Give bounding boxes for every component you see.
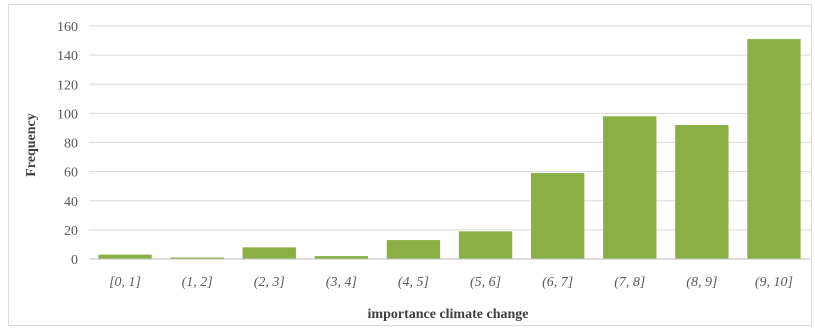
bar — [314, 256, 369, 259]
x-tick-label: [0, 1] — [109, 275, 141, 290]
bar — [242, 247, 296, 259]
y-tick-label: 140 — [57, 49, 78, 64]
x-tick-label: (8, 9] — [686, 275, 717, 290]
y-tick-label: 40 — [64, 195, 78, 210]
y-tick-label: 160 — [57, 20, 78, 35]
y-tick-label: 100 — [57, 107, 78, 122]
x-tick-label: (3, 4] — [326, 275, 357, 290]
bar — [675, 125, 729, 260]
bar — [98, 254, 152, 259]
bar — [603, 116, 657, 259]
bar — [458, 231, 513, 259]
bar — [386, 240, 441, 259]
x-tick-label: (4, 5] — [398, 275, 429, 290]
x-tick-label: (2, 3] — [254, 275, 285, 290]
y-tick-label: 80 — [64, 137, 78, 152]
y-tick-label: 0 — [71, 253, 78, 268]
y-axis-title: Frequency — [24, 113, 39, 177]
x-axis-title: importance climate change — [368, 307, 529, 322]
bar — [170, 257, 224, 259]
bar — [747, 39, 801, 260]
x-tick-label: (7, 8] — [614, 275, 645, 290]
x-tick-label: (6, 7] — [542, 275, 573, 290]
x-tick-label: (1, 2] — [182, 275, 213, 290]
x-tick-label: (9, 10] — [755, 275, 793, 290]
y-tick-label: 20 — [64, 224, 78, 239]
x-tick-label: (5, 6] — [470, 275, 501, 290]
bar — [530, 173, 585, 259]
x-tick-labels: [0, 1] (1, 2] (2, 3] (3, 4] (4, 5] (5, 6] (6, … — [109, 275, 793, 290]
y-tick-labels: 0 20 40 60 80 100 120 140 160 — [57, 20, 78, 268]
y-tick-label: 60 — [64, 166, 78, 181]
bars — [98, 39, 801, 260]
y-tick-label: 120 — [57, 78, 78, 93]
